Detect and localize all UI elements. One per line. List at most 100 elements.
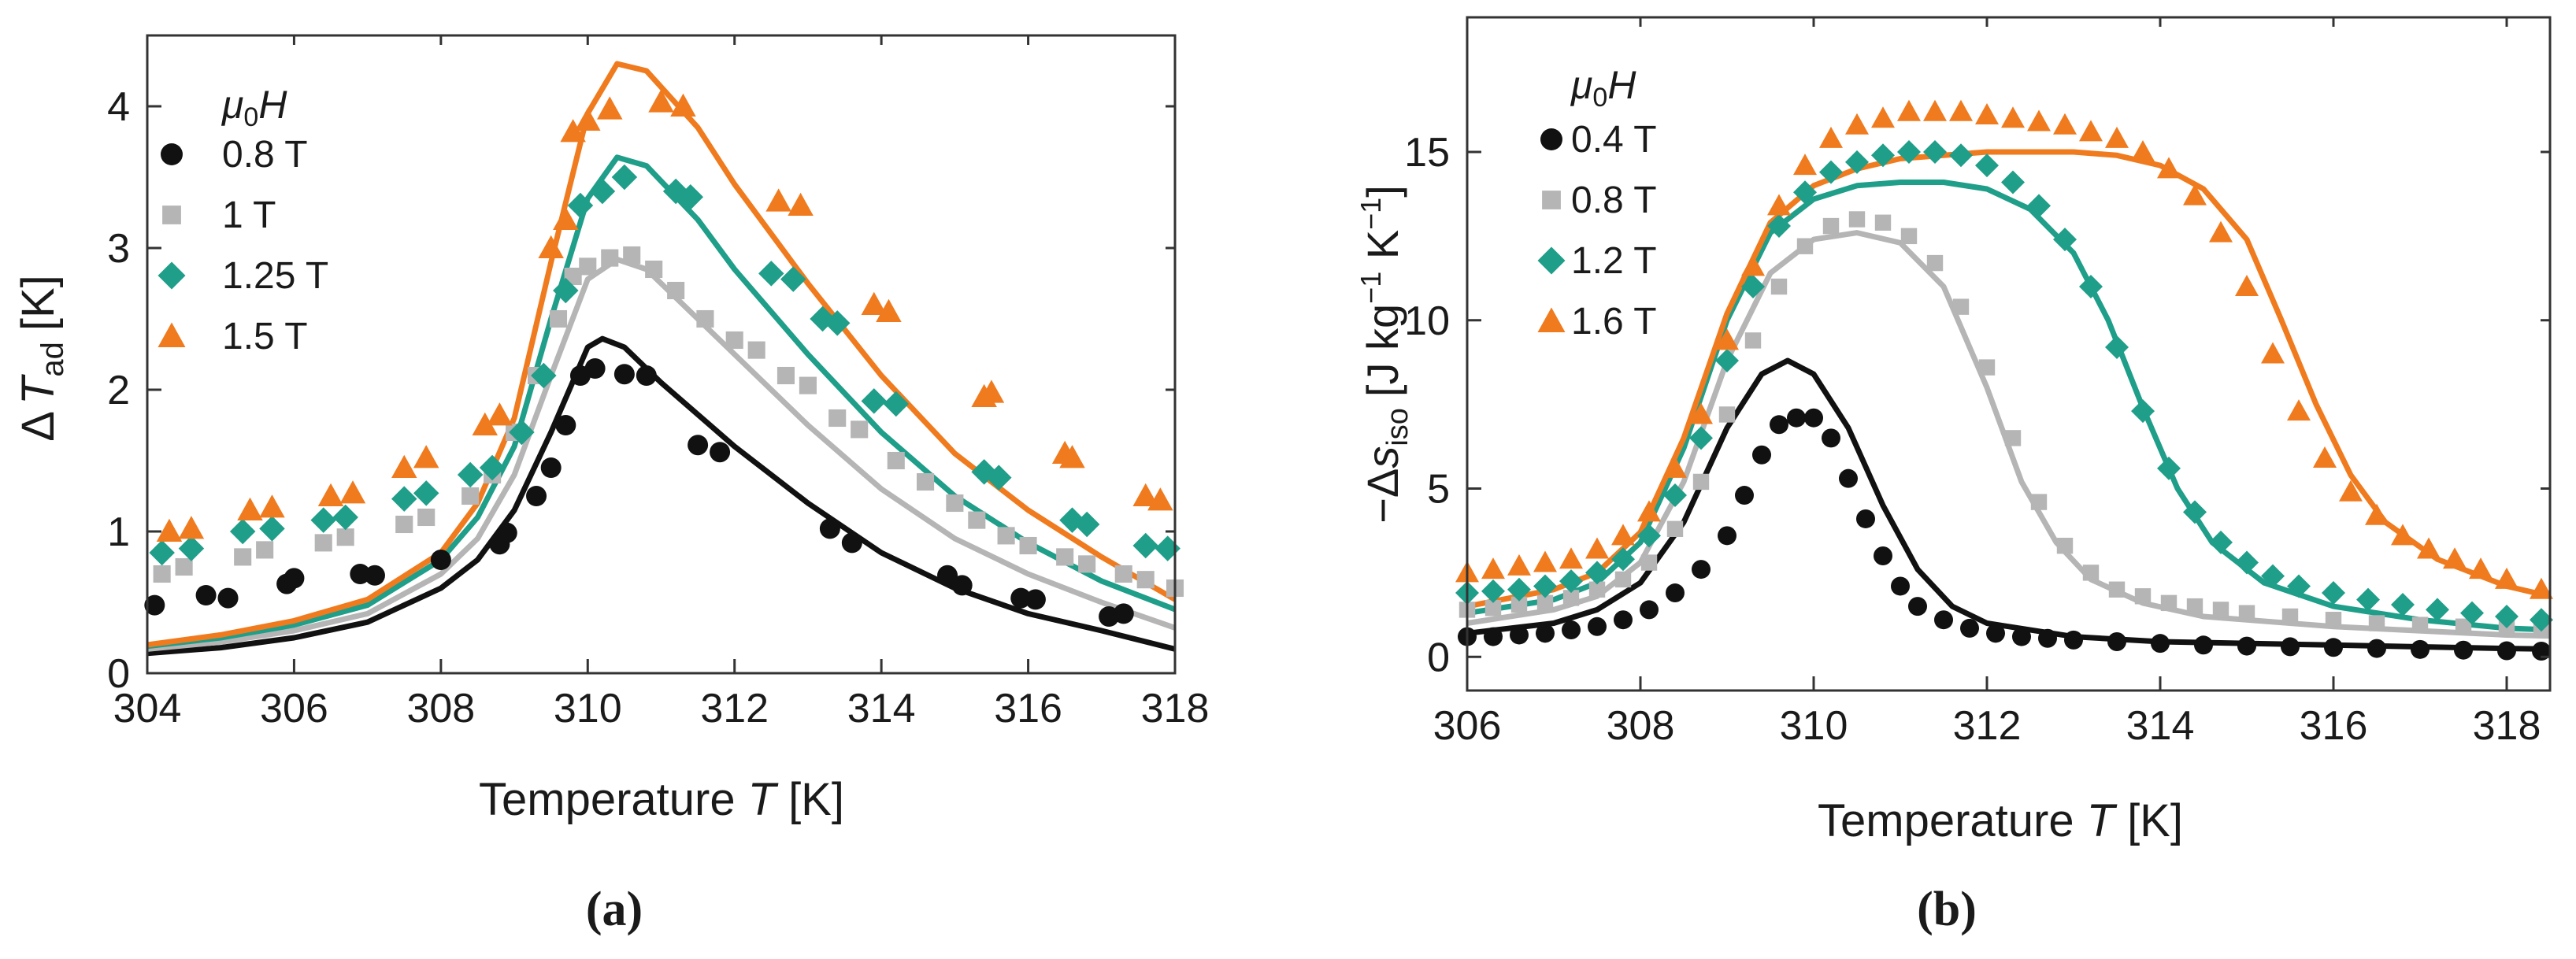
data-point-square xyxy=(696,309,714,328)
data-point-square xyxy=(777,366,795,385)
data-point-triangle xyxy=(2027,109,2051,131)
data-point-diamond xyxy=(1663,483,1687,508)
data-point-diamond xyxy=(2530,608,2553,632)
data-point-circle xyxy=(1891,576,1910,596)
panel-a-ticks: 304 306 308 310 312 314 316 318 0 1 2 3 4 xyxy=(107,35,1209,731)
data-point-square xyxy=(799,376,817,394)
data-point-square xyxy=(1978,359,1996,376)
data-point-square xyxy=(417,508,436,527)
data-point-circle xyxy=(2151,634,2170,654)
panel-b-legend-items: 0.4 T 0.8 T 1.2 T 1.6 T xyxy=(1537,119,1657,342)
x-tick-label: 314 xyxy=(847,686,916,731)
data-point-diamond xyxy=(1819,160,1843,184)
data-point-triangle xyxy=(876,298,902,322)
data-point-diamond xyxy=(2495,604,2519,628)
data-point-circle xyxy=(1010,587,1032,609)
data-point-diamond xyxy=(2460,601,2484,625)
data-point-triangle xyxy=(2235,275,2259,296)
x-tick-label: 316 xyxy=(2300,703,2368,749)
data-point-square xyxy=(2186,598,2203,615)
data-point-circle xyxy=(1735,486,1754,505)
data-point-triangle xyxy=(1793,154,1817,176)
data-point-diamond xyxy=(2356,587,2380,612)
data-point-square xyxy=(1822,217,1840,235)
data-point-circle xyxy=(555,415,576,435)
data-point-triangle xyxy=(237,497,263,520)
data-point-diamond xyxy=(1481,579,1505,603)
data-point-circle xyxy=(2064,630,2083,650)
data-point-circle xyxy=(1510,625,1529,645)
data-point-circle xyxy=(1752,445,1771,465)
y-tick-label: 0 xyxy=(1427,635,1450,680)
data-point-diamond xyxy=(178,535,205,561)
panel-a-data-markers xyxy=(144,89,1184,627)
data-point-circle xyxy=(350,564,371,584)
data-point-square xyxy=(1562,590,1580,606)
legend-marker-diamond xyxy=(1537,246,1566,275)
data-point-diamond xyxy=(1611,547,1635,572)
data-point-triangle xyxy=(1585,537,1609,559)
data-point-diamond xyxy=(1793,180,1817,205)
data-point-triangle xyxy=(2495,567,2519,589)
panel-a-x-axis-label: Temperature T [K] xyxy=(479,774,844,825)
data-point-square xyxy=(549,309,568,328)
data-point-square xyxy=(2411,616,2429,633)
data-point-diamond xyxy=(1155,535,1181,561)
data-point-square xyxy=(725,331,743,350)
data-point-square xyxy=(1926,254,1944,272)
data-point-diamond xyxy=(1845,150,1869,174)
data-point-triangle xyxy=(978,380,1005,403)
legend-marker-diamond xyxy=(158,261,186,290)
data-point-triangle xyxy=(2001,106,2025,128)
data-point-diamond xyxy=(611,164,638,191)
data-point-square xyxy=(1796,238,1814,254)
data-point-circle xyxy=(1874,546,1892,565)
data-point-triangle xyxy=(1897,99,1921,121)
data-point-circle xyxy=(1588,616,1607,636)
data-point-square xyxy=(828,409,847,428)
data-point-diamond xyxy=(1715,349,1739,373)
y-tick-label: 10 xyxy=(1404,298,1450,344)
data-point-diamond xyxy=(2079,275,2103,298)
panel-a-legend-title: μ0H xyxy=(221,83,287,132)
data-point-triangle xyxy=(670,93,696,117)
legend-label: 0.8 T xyxy=(222,134,308,176)
data-point-circle xyxy=(1484,627,1503,646)
data-point-square xyxy=(1019,536,1037,555)
data-point-diamond xyxy=(2053,228,2077,252)
x-tick-label: 316 xyxy=(994,686,1062,731)
data-point-diamond xyxy=(861,388,888,414)
legend-label: 0.8 T xyxy=(1571,180,1657,221)
x-tick-label: 306 xyxy=(260,686,328,731)
data-point-circle xyxy=(951,575,973,596)
x-tick-label: 308 xyxy=(406,686,475,731)
data-point-diamond xyxy=(1073,511,1100,538)
legend-marker-square xyxy=(1542,191,1561,209)
data-point-diamond xyxy=(2105,335,2129,359)
data-point-circle xyxy=(1692,560,1711,579)
data-point-circle xyxy=(1640,600,1659,620)
legend-label: 1.6 T xyxy=(1571,301,1657,342)
data-point-square xyxy=(1536,594,1554,612)
y-tick-label: 5 xyxy=(1427,467,1450,513)
data-point-circle xyxy=(217,587,239,609)
data-point-triangle xyxy=(259,494,285,518)
data-point-diamond xyxy=(2235,550,2259,575)
data-point-diamond xyxy=(1871,143,1895,168)
data-point-diamond xyxy=(1767,214,1791,239)
data-point-circle xyxy=(1025,589,1046,610)
data-point-square xyxy=(2030,494,2048,510)
data-point-diamond xyxy=(2287,574,2311,598)
data-point-triangle xyxy=(765,188,791,212)
data-point-diamond xyxy=(824,310,851,336)
data-point-diamond xyxy=(1559,569,1583,594)
data-point-triangle xyxy=(1481,557,1505,579)
data-point-circle xyxy=(540,457,562,478)
data-point-square xyxy=(1078,555,1096,573)
data-point-triangle xyxy=(1637,500,1661,522)
data-point-circle xyxy=(1908,597,1927,616)
data-point-square xyxy=(2082,565,2100,581)
data-point-triangle xyxy=(1975,102,1999,124)
legend-marker-circle xyxy=(1540,128,1562,150)
data-point-diamond xyxy=(2131,399,2155,424)
